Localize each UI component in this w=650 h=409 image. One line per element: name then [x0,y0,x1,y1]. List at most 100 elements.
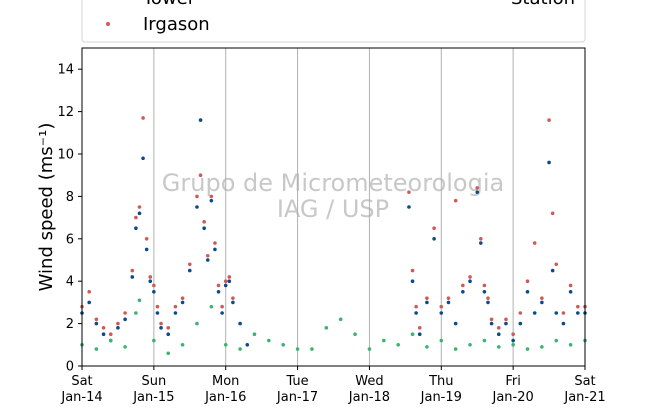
data-point [407,205,411,209]
data-point [223,279,228,284]
data-point [216,283,221,288]
data-point [511,343,515,347]
data-point [152,290,156,294]
data-point [166,326,171,330]
data-point [94,347,99,351]
legend: Tower Irgason Station [81,0,586,43]
x-tick-label-date: Jan-17 [276,390,318,405]
y-tick-label: 8 [66,190,74,205]
data-point [180,300,185,305]
data-point [410,332,415,337]
data-point [101,332,106,337]
data-point [518,321,523,326]
data-point [180,343,185,347]
data-point [568,343,573,347]
data-point [468,279,472,284]
data-point [220,311,224,315]
data-point [223,343,228,347]
legend-entry-label: Tower [142,0,196,9]
data-point [417,326,422,330]
data-point [525,290,530,294]
y-tick-label: 2 [66,317,74,332]
y-axis: 0 2 4 6 8 10 12 14 [57,63,82,375]
x-tick-label-day: Sat [574,374,595,389]
data-point [187,262,192,267]
x-tick-label-date: Jan-20 [492,390,534,405]
data-point [205,258,210,262]
data-point [252,332,257,337]
data-point [561,321,566,326]
data-point [173,311,178,315]
watermark-line: Grupo de Micrometeorologia [162,169,504,197]
data-point [187,268,192,273]
y-tick-label: 10 [57,148,74,163]
data-point [511,338,515,343]
x-tick-label-date: Jan-15 [132,390,174,405]
data-point [410,268,415,273]
data-point [94,317,99,322]
data-point [202,226,206,230]
data-point [324,326,329,330]
data-point [554,311,559,315]
data-point [227,275,232,279]
data-point [414,311,418,315]
data-point [173,304,178,309]
data-point [504,321,508,326]
data-point [116,326,120,330]
data-point [479,237,483,241]
x-tick-label-day: Wed [355,374,383,389]
data-point [547,160,551,165]
data-point [468,275,472,279]
data-point [144,247,149,252]
data-point [144,237,149,241]
x-tick-label-day: Mon [212,374,239,389]
data-point [439,338,444,343]
data-point [439,311,444,315]
data-point [446,300,451,305]
data-point [116,321,120,326]
data-point [453,321,458,326]
data-point [220,304,224,309]
data-point [414,304,418,309]
data-point [461,290,465,294]
x-tick-label-day: Sat [71,374,92,389]
data-point [475,190,480,194]
data-point [152,283,156,288]
data-point [238,321,242,326]
data-point [540,345,544,349]
data-point [209,194,214,199]
data-point [148,275,153,279]
data-point [108,338,113,343]
legend-box [81,0,586,43]
data-point [338,317,343,322]
data-point [166,351,171,356]
data-point [417,332,422,337]
data-point [532,241,537,245]
y-tick-label: 14 [57,63,74,78]
y-tick-label: 6 [66,232,74,247]
data-point [425,296,429,300]
data-point [202,220,206,224]
data-point [87,300,91,305]
data-point [453,347,458,351]
data-point [231,300,235,305]
data-point [475,186,480,190]
data-point [425,345,429,349]
y-tick-label: 4 [66,275,74,290]
data-point [137,298,142,303]
data-point [561,311,566,315]
data-point [87,290,91,294]
legend-entry-label: Station [511,0,575,9]
data-point [101,326,106,330]
x-tick-label-date: Jan-14 [60,390,102,405]
data-point [511,332,515,337]
data-point [231,296,235,300]
data-point [550,268,555,273]
data-point [123,345,127,349]
data-point [216,290,221,294]
data-point [223,283,228,288]
data-point [195,194,199,199]
data-point [148,279,153,284]
data-point [453,198,458,203]
